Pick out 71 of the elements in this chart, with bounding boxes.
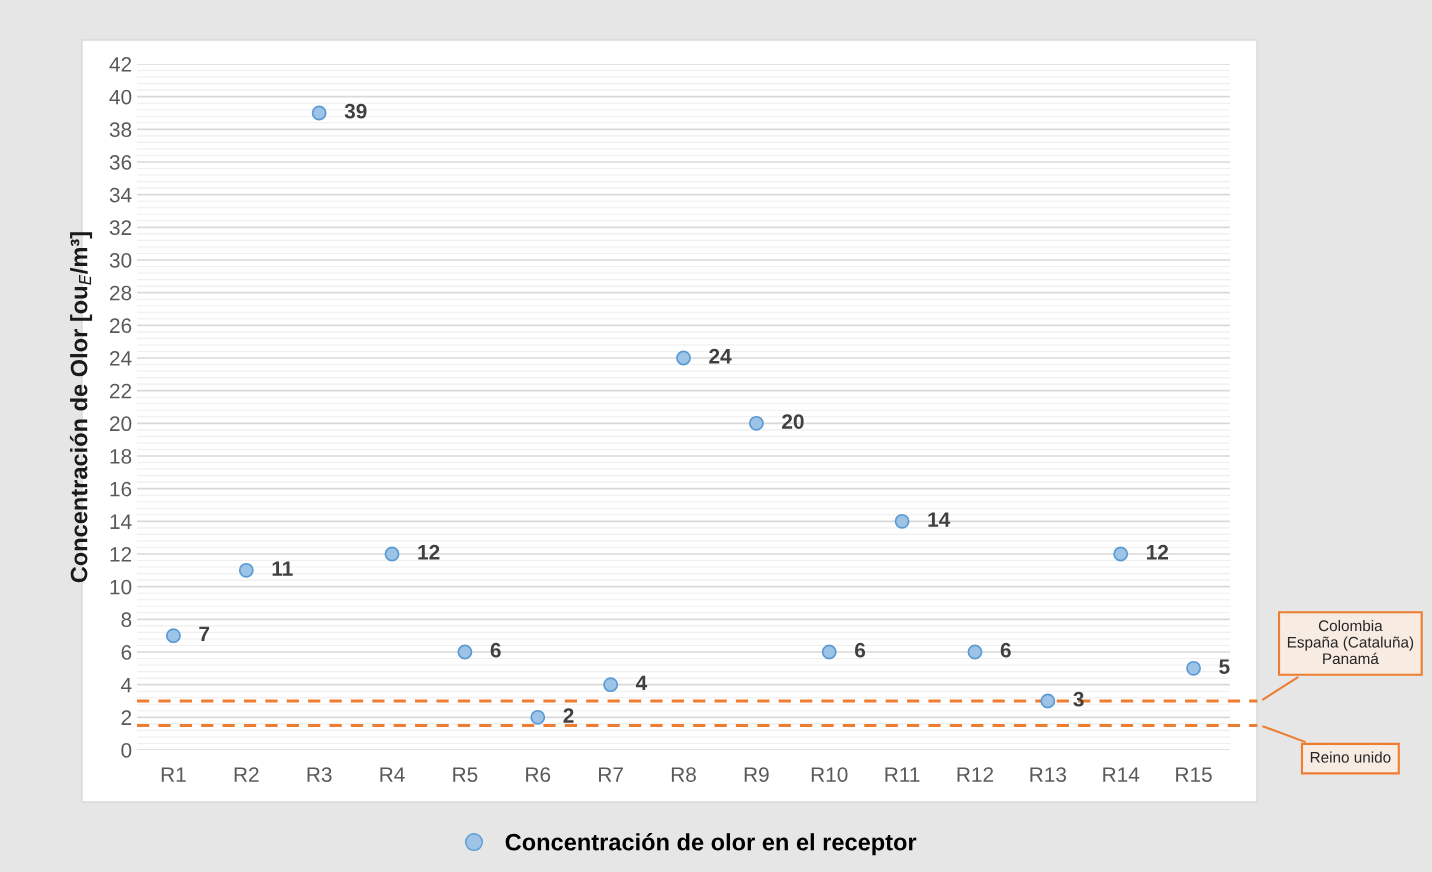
data-label: 6: [490, 642, 501, 658]
point: [311, 105, 327, 121]
legend-label: Concentración de olor en el receptor: [505, 832, 917, 856]
x-tick-label: R15: [1176, 767, 1212, 782]
data-label: 39: [344, 103, 367, 119]
x-tick-label: R5: [453, 767, 478, 782]
data-label: 7: [199, 626, 210, 642]
y-tick-label: 20: [110, 416, 132, 432]
point: [384, 546, 400, 562]
y-tick-label: 38: [109, 122, 132, 138]
x-tick-label: R6: [526, 767, 551, 782]
point: [1113, 546, 1129, 562]
data-label: 24: [709, 348, 732, 364]
x-tick-label: R14: [1103, 767, 1140, 782]
point: [894, 513, 910, 529]
y-tick-label: 32: [109, 220, 132, 236]
y-axis-title: Concentración de Olor [ou$_{E}$/m³]: [69, 232, 93, 583]
point: [603, 677, 619, 693]
y-tick-label: 16: [110, 481, 132, 497]
ref-line-label: Reino unido: [1310, 751, 1391, 763]
x-tick-label: R7: [599, 767, 623, 782]
y-tick-label: 8: [121, 612, 132, 628]
y-tick-label: 18: [110, 449, 132, 464]
y-tick-label: 42: [109, 57, 132, 72]
data-label: 6: [1000, 642, 1011, 658]
y-tick-label: 22: [110, 383, 132, 399]
point: [676, 350, 691, 366]
ref-line-label: Colombia España (Cataluña) Panamá: [1287, 619, 1414, 665]
point: [457, 644, 473, 660]
data-label: 5: [1219, 659, 1230, 674]
x-tick-label: R4: [380, 767, 405, 782]
data-label: 11: [272, 561, 293, 576]
y-tick-label: 0: [121, 743, 132, 758]
data-label: 6: [854, 642, 866, 658]
y-tick-label: 6: [121, 645, 132, 660]
data-label: 12: [1147, 544, 1169, 560]
y-tick-label: 2: [121, 710, 132, 725]
y-tick-label: 30: [109, 253, 132, 268]
point: [967, 644, 983, 660]
y-tick-label: 10: [110, 579, 132, 595]
x-tick-label: R9: [744, 767, 769, 782]
y-tick-label: 24: [110, 351, 132, 366]
data-label: 2: [563, 708, 574, 723]
point: [238, 562, 254, 578]
point: [748, 415, 764, 431]
y-tick-label: 36: [109, 155, 132, 170]
y-tick-label: 14: [110, 514, 132, 529]
y-tick-label: 4: [121, 677, 132, 693]
x-tick-label: R12: [957, 767, 994, 782]
x-tick-label: R10: [811, 767, 848, 782]
x-tick-label: R2: [234, 767, 259, 782]
data-label: 4: [635, 675, 648, 691]
data-label: 20: [782, 414, 804, 429]
point: [166, 628, 181, 644]
y-tick-label: 12: [110, 547, 132, 562]
y-tick-label: 40: [109, 89, 132, 105]
y-tick-label: 28: [110, 285, 132, 301]
point: [530, 709, 546, 725]
point: [1040, 693, 1056, 709]
x-tick-label: R3: [307, 767, 332, 782]
data-label: 14: [928, 512, 951, 527]
data-label: 12: [418, 544, 440, 560]
x-tick-label: R8: [671, 767, 696, 782]
y-tick-label: 34: [109, 187, 132, 203]
point: [821, 644, 837, 660]
y-tick-label: 26: [110, 318, 132, 334]
data-label: 3: [1073, 691, 1084, 707]
x-tick-label: R11: [885, 767, 920, 782]
x-tick-label: R13: [1030, 767, 1067, 782]
x-tick-label: R1: [161, 767, 186, 782]
point: [1186, 660, 1201, 676]
